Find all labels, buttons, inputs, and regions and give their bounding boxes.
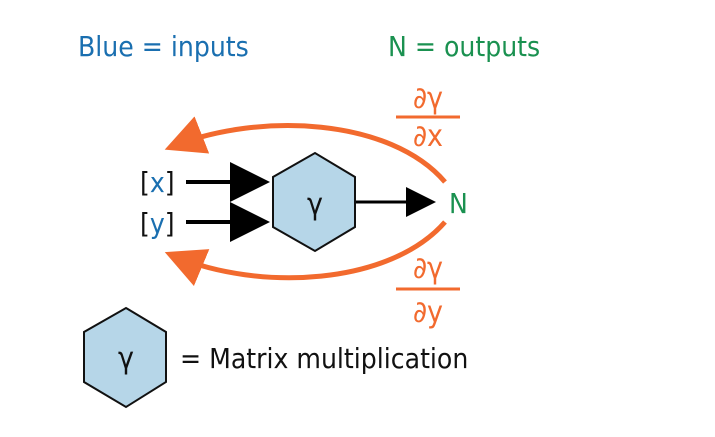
input-y-open: [	[140, 207, 150, 240]
matmul-node-symbol: γ	[307, 187, 323, 222]
legend-hexagon-symbol: γ	[118, 341, 134, 376]
output-label: N	[449, 187, 468, 220]
input-x-var: x	[150, 166, 165, 199]
gradient-dx-denominator: ∂x	[413, 119, 443, 154]
gradient-dy-numerator: ∂γ	[413, 251, 443, 286]
gradient-arrow-y	[164, 220, 447, 287]
legend-hexagon	[83, 306, 167, 409]
input-y: [y]	[140, 207, 175, 240]
legend-inputs: Blue = inputs	[78, 30, 249, 63]
gradient-dy-denominator: ∂y	[413, 295, 443, 330]
input-x-close: ]	[165, 166, 175, 199]
input-y-close: ]	[165, 207, 175, 240]
legend-outputs: N = outputs	[388, 30, 540, 63]
gradient-dx-numerator: ∂γ	[413, 81, 443, 116]
input-x: [x]	[140, 166, 175, 199]
gradient-arrow-x	[164, 116, 447, 184]
legend-matrix-multiplication: = Matrix multiplication	[180, 342, 468, 375]
matmul-node-hexagon	[272, 151, 356, 253]
input-y-var: y	[150, 207, 165, 240]
input-x-open: [	[140, 166, 150, 199]
